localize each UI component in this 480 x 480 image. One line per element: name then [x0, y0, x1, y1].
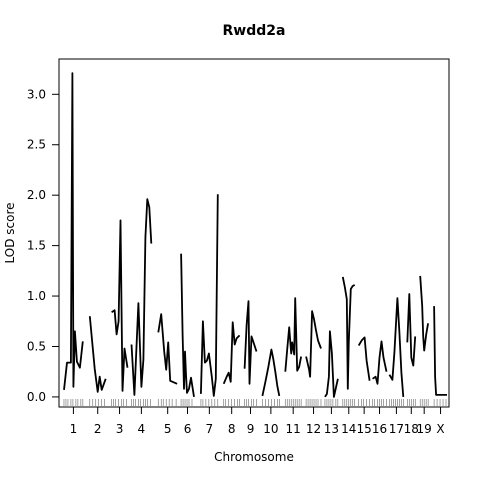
lod-curve-chr-1 — [63, 72, 84, 390]
x-tick-label: 9 — [247, 422, 255, 436]
lod-series — [63, 72, 447, 398]
x-tick-label: 17 — [389, 422, 404, 436]
x-tick-label: 13 — [324, 422, 339, 436]
lod-curve-chr-7 — [200, 194, 219, 397]
x-tick-label: 18 — [404, 422, 419, 436]
marker-rug — [63, 399, 447, 406]
x-tick-label: 8 — [228, 422, 236, 436]
lod-curve-chr-13 — [324, 330, 339, 398]
x-axis-label: Chromosome — [214, 450, 294, 464]
lod-curve-chr-3 — [111, 219, 129, 392]
x-tick-label: 15 — [357, 422, 372, 436]
lod-curve-chr-15 — [357, 336, 371, 381]
lod-curve-chr-11 — [284, 297, 302, 372]
lod-curve-chr-18 — [406, 293, 417, 367]
x-tick-label: 10 — [263, 422, 278, 436]
x-tick-label: 16 — [372, 422, 387, 436]
x-tick-label: 11 — [286, 422, 301, 436]
x-tick-label: 7 — [206, 422, 214, 436]
y-tick-label: 2.0 — [27, 188, 46, 202]
x-tick-label: 12 — [306, 422, 321, 436]
y-axis-label: LOD score — [3, 202, 17, 263]
x-tick-label: 5 — [164, 422, 172, 436]
y-tick-label: 0.5 — [27, 339, 46, 353]
x-tick-label: 4 — [138, 422, 146, 436]
y-tick-label: 1.5 — [27, 239, 46, 253]
lod-curve-chr-5 — [157, 313, 178, 385]
lod-curve-chr-X — [433, 306, 447, 396]
lod-curve-chr-16 — [372, 340, 388, 385]
y-axis: 0.0 0.5 1.0 1.5 2.0 2.5 3.0 — [27, 87, 60, 404]
lod-curve-chr-19 — [419, 275, 429, 352]
y-tick-label: 0.0 — [27, 390, 46, 404]
x-tick-label: 6 — [184, 422, 192, 436]
x-tick-label: 2 — [94, 422, 102, 436]
y-tick-label: 3.0 — [27, 87, 46, 101]
lod-curve-chr-6 — [180, 253, 195, 398]
x-tick-label: 3 — [116, 422, 124, 436]
lod-curve-chr-8 — [222, 321, 241, 385]
x-tick-label: 1 — [70, 422, 78, 436]
x-tick-label: 14 — [341, 422, 356, 436]
lod-curve-chr-2 — [88, 316, 107, 393]
lod-curve-chr-9 — [243, 300, 258, 385]
lod-curve-chr-10 — [261, 348, 281, 397]
x-tick-label: X — [436, 422, 444, 436]
y-tick-label: 1.0 — [27, 289, 46, 303]
lod-curve-chr-12 — [305, 310, 322, 378]
chart-title: Rwdd2a — [223, 23, 286, 39]
lod-curve-chr-17 — [388, 297, 405, 397]
lod-curve-chr-14 — [341, 276, 356, 390]
lod-curve-chr-4 — [130, 198, 153, 396]
y-tick-label: 2.5 — [27, 138, 46, 152]
x-tick-label: 19 — [417, 422, 432, 436]
